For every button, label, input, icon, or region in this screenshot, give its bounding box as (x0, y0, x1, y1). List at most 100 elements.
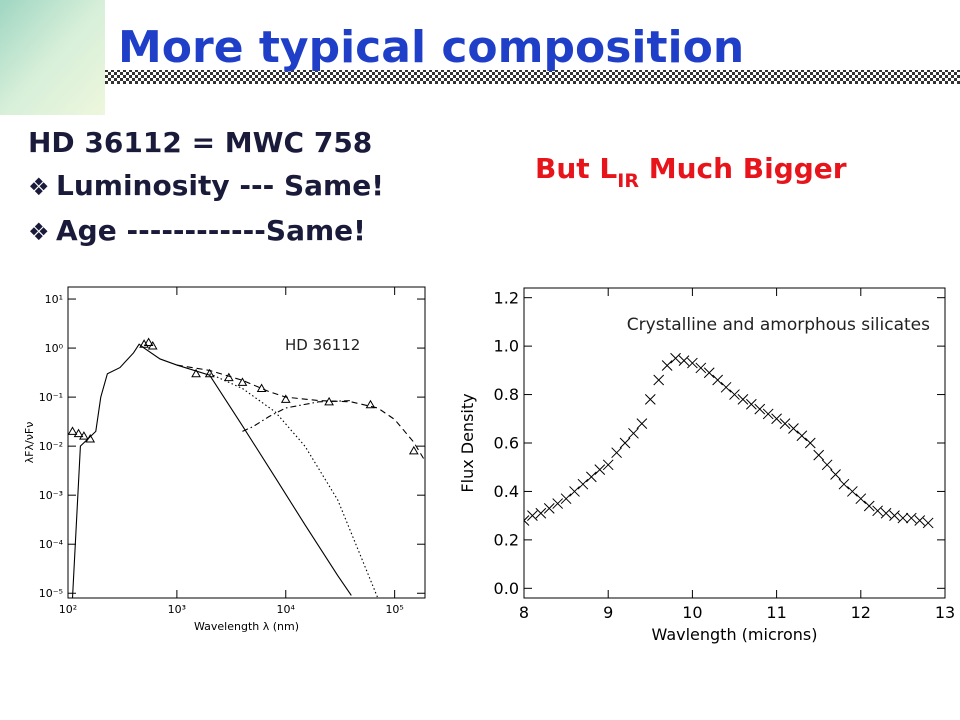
marker (535, 507, 547, 519)
marker (223, 372, 234, 382)
y-tick-label: 10⁰ (45, 342, 64, 355)
bullet: Luminosity --- Same! (56, 169, 384, 202)
marker (552, 498, 564, 509)
marker (745, 398, 757, 410)
plot-frame (67, 286, 426, 599)
y-tick-label: 1.2 (494, 288, 519, 307)
y-tick-label: 10⁻² (39, 440, 63, 453)
note-text: But L (535, 152, 617, 185)
title-band (105, 70, 960, 84)
marker (594, 464, 606, 475)
marker (922, 517, 934, 529)
marker (543, 503, 555, 514)
marker (737, 394, 749, 405)
marker (611, 447, 622, 459)
marker (754, 403, 766, 415)
x-tick-label: 10⁴ (277, 603, 296, 616)
marker (695, 362, 707, 374)
marker (653, 374, 665, 386)
y-axis-label: Flux Density (458, 393, 477, 492)
marker (872, 505, 883, 517)
marker (804, 437, 816, 449)
corner-decoration (0, 0, 105, 115)
annotation: HD 36112 (285, 336, 360, 354)
x-tick-label: 12 (851, 603, 871, 622)
marker (256, 383, 267, 392)
marker (560, 493, 572, 505)
slide-title: More typical composition (118, 22, 744, 73)
y-tick-label: 10⁻¹ (39, 391, 63, 404)
marker (365, 399, 376, 409)
marker (524, 515, 530, 526)
x-tick-label: 10³ (168, 603, 186, 616)
y-axis-label: λFλ/νFν (23, 422, 36, 464)
marker (670, 352, 681, 364)
bullet-icon: ❖ (28, 173, 50, 201)
marker (79, 431, 89, 440)
y-tick-label: 10⁻⁵ (39, 587, 63, 600)
marker (788, 423, 799, 434)
marker (586, 471, 597, 483)
y-tick-label: 0.6 (494, 434, 519, 453)
marker (720, 381, 732, 393)
marker (527, 510, 538, 522)
marker (324, 396, 334, 406)
marker (830, 469, 841, 480)
x-tick-label: 13 (935, 603, 955, 622)
x-tick-label: 10⁵ (385, 603, 403, 616)
marker (771, 413, 782, 425)
marker (143, 337, 154, 346)
x-tick-label: 10 (682, 603, 702, 622)
x-tick-label: 11 (766, 603, 786, 622)
marker (661, 360, 673, 371)
marker (602, 459, 614, 471)
y-tick-label: 10⁻⁴ (39, 538, 64, 551)
y-tick-label: 10⁻³ (39, 489, 63, 502)
marker (280, 394, 291, 403)
marker (762, 408, 774, 420)
x-tick-label: 8 (519, 603, 529, 622)
x-axis-label: Wavlength (microns) (652, 625, 818, 644)
y-tick-label: 10¹ (45, 293, 63, 306)
marker (914, 515, 926, 526)
marker (577, 478, 589, 490)
marker (85, 433, 96, 443)
marker (687, 357, 698, 369)
y-tick-label: 0.8 (494, 385, 519, 404)
marker (729, 389, 740, 400)
marker (897, 512, 909, 524)
marker (147, 341, 158, 350)
marker (73, 428, 84, 438)
marker (703, 367, 715, 379)
x-tick-label: 9 (603, 603, 613, 622)
marker (191, 368, 201, 378)
marker (880, 507, 892, 519)
marker (821, 459, 833, 471)
note: But LIR Much Bigger (535, 152, 847, 192)
marker (779, 418, 791, 429)
marker (636, 418, 648, 429)
marker (204, 368, 215, 378)
marker (68, 426, 78, 435)
series-line (176, 364, 425, 462)
y-tick-label: 0.4 (494, 482, 519, 501)
y-tick-label: 0.0 (494, 579, 519, 598)
y-tick-label: 0.2 (494, 530, 519, 549)
bullet: Age ------------Same! (56, 214, 366, 247)
star-name: HD 36112 = MWC 758 (28, 126, 372, 159)
note-text: Much Bigger (639, 152, 847, 185)
marker (569, 486, 580, 497)
marker (408, 445, 419, 455)
marker (628, 427, 639, 439)
series-line (242, 400, 352, 432)
marker (237, 377, 248, 386)
marker (813, 449, 825, 461)
marker (838, 478, 850, 490)
series-line (209, 373, 379, 598)
note-subscript: IR (617, 170, 639, 192)
marker (889, 510, 900, 522)
x-tick-label: 10² (59, 603, 77, 616)
plot-area (68, 337, 425, 598)
marker (712, 374, 724, 386)
annotation: Crystalline and amorphous silicates (627, 315, 930, 335)
